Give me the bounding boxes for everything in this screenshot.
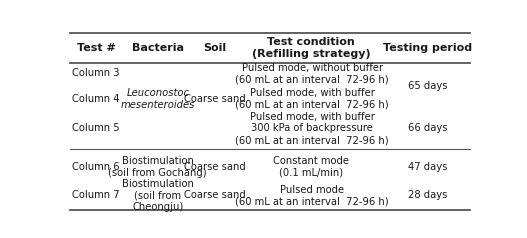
Text: Coarse sand: Coarse sand — [184, 190, 246, 200]
Text: Leuconostoc
mesenteroides: Leuconostoc mesenteroides — [121, 88, 195, 110]
Text: Coarse sand: Coarse sand — [184, 94, 246, 104]
Text: Column 6: Column 6 — [72, 162, 120, 172]
Text: Pulsed mode, with buffer
(60 mL at an interval  72-96 h): Pulsed mode, with buffer (60 mL at an in… — [236, 88, 389, 110]
Text: Coarse sand: Coarse sand — [184, 162, 246, 172]
Text: Test condition
(Refilling strategy): Test condition (Refilling strategy) — [251, 37, 370, 59]
Text: Column 3: Column 3 — [72, 69, 120, 79]
Text: Biostimulation
(soil from
Cheongju): Biostimulation (soil from Cheongju) — [122, 179, 194, 212]
Text: Column 4: Column 4 — [72, 94, 120, 104]
Text: Bacteria: Bacteria — [132, 43, 184, 53]
Text: 66 days: 66 days — [407, 124, 447, 134]
Text: Pulsed mode, without buffer
(60 mL at an interval  72-96 h): Pulsed mode, without buffer (60 mL at an… — [236, 63, 389, 84]
Text: Biostimulation
(soil from Gochang): Biostimulation (soil from Gochang) — [109, 156, 207, 178]
Text: Soil: Soil — [203, 43, 227, 53]
Text: 28 days: 28 days — [408, 190, 447, 200]
Text: Pulsed mode
(60 mL at an interval  72-96 h): Pulsed mode (60 mL at an interval 72-96 … — [236, 184, 389, 206]
Text: 65 days: 65 days — [407, 81, 447, 91]
Text: Test #: Test # — [77, 43, 116, 53]
Text: Column 5: Column 5 — [72, 124, 120, 134]
Text: Testing period: Testing period — [383, 43, 472, 53]
Text: Column 7: Column 7 — [72, 190, 120, 200]
Text: 47 days: 47 days — [408, 162, 447, 172]
Text: Constant mode
(0.1 mL/min): Constant mode (0.1 mL/min) — [273, 156, 349, 178]
Text: Pulsed mode, with buffer
300 kPa of backpressure
(60 mL at an interval  72-96 h): Pulsed mode, with buffer 300 kPa of back… — [236, 112, 389, 145]
